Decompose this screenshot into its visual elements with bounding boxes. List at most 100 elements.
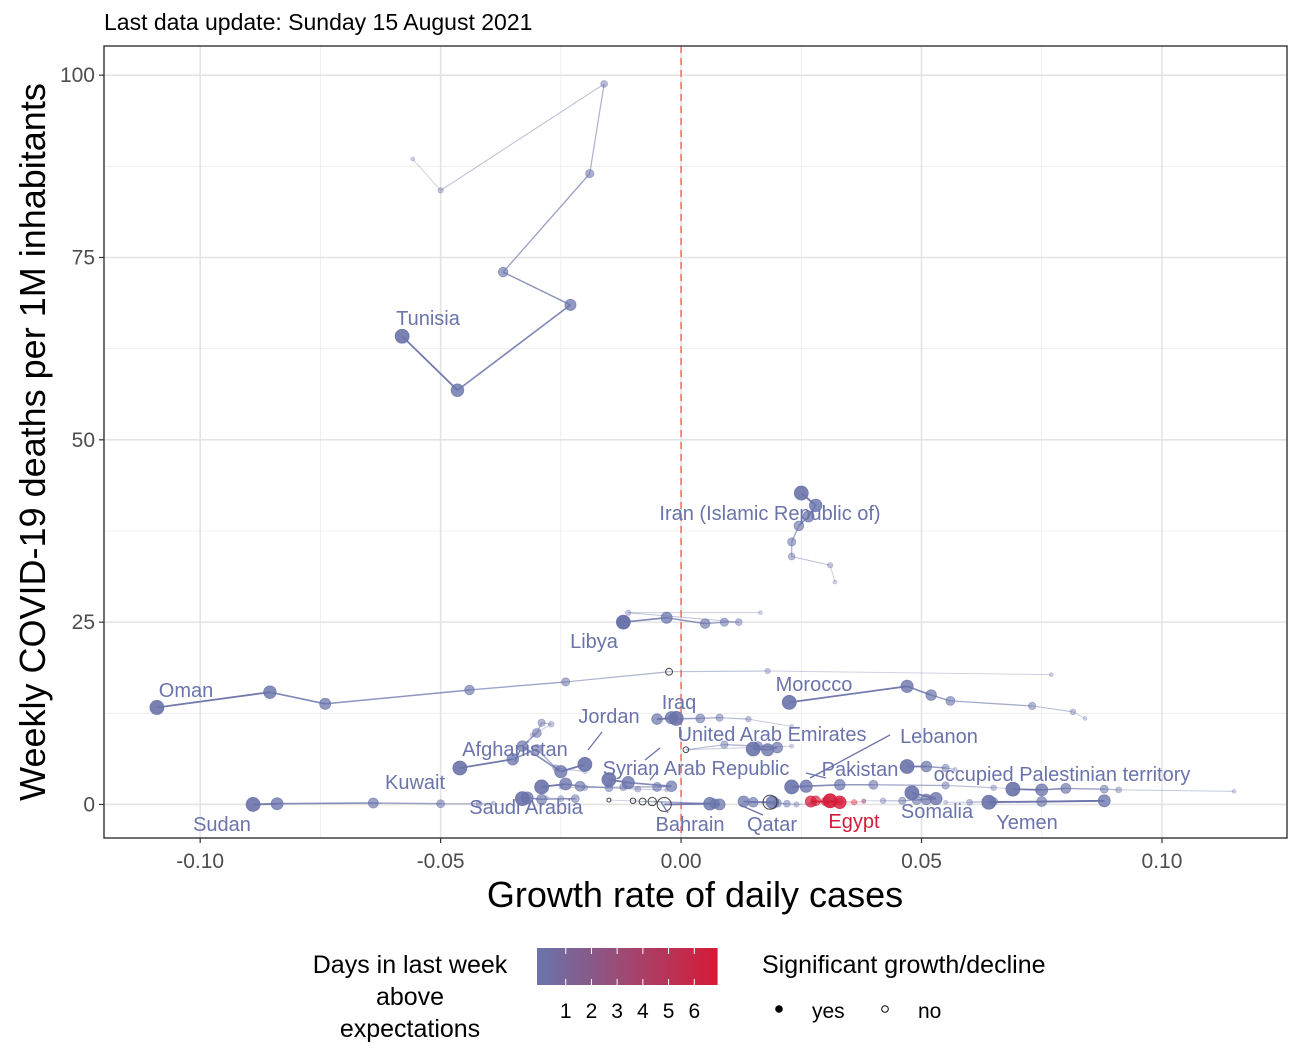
data-point (793, 485, 809, 501)
data-point (747, 797, 759, 808)
trajectory-segment (1118, 789, 1235, 792)
series-saudi-arabia (514, 791, 580, 807)
data-point (464, 684, 475, 696)
data-point (651, 713, 663, 725)
colorbar-segment (637, 948, 643, 985)
country-label: Qatar (747, 814, 797, 836)
series-pakistan (784, 779, 1040, 795)
data-point (793, 520, 805, 532)
data-point (695, 713, 706, 724)
trajectory-segment (664, 802, 710, 806)
trajectory-segment (854, 801, 864, 803)
data-point (832, 579, 838, 585)
data-point (787, 552, 796, 561)
data-point (827, 562, 834, 569)
trajectory-segment (401, 335, 459, 391)
legend-days-title-line-2: above (376, 983, 444, 1011)
data-point (557, 795, 565, 803)
trajectory-segment (277, 802, 374, 805)
trajectory-segment (412, 158, 441, 191)
data-point (475, 800, 483, 808)
axis-layer: -0.10 -0.05 0.00 0.05 0.10 0 25 50 75 100 (60, 64, 1182, 873)
trajectory-segment (459, 758, 513, 769)
data-point (1060, 783, 1072, 794)
data-point (1082, 715, 1088, 721)
x-tick-label: -0.10 (176, 850, 224, 873)
x-tick-label: 0.05 (901, 850, 942, 873)
data-point (600, 80, 608, 88)
country-label: Sudan (193, 814, 251, 836)
trajectory-segment (440, 83, 605, 191)
colorbar-segment (687, 948, 693, 985)
data-point (629, 797, 637, 805)
colorbar-segment (707, 948, 713, 985)
data-point (1097, 794, 1111, 808)
label-leader-line (809, 734, 891, 779)
country-label: Iran (Islamic Republic of) (659, 503, 880, 525)
colorbar-segment (552, 948, 558, 985)
trajectory-segment (950, 700, 1033, 707)
colorbar-segment (632, 948, 638, 985)
data-point (652, 782, 662, 792)
data-point (745, 741, 761, 757)
data-point (394, 328, 410, 344)
country-label: Saudi Arabia (469, 797, 583, 819)
data-point (638, 797, 647, 806)
data-point (761, 743, 775, 757)
colorbar-tick-label: 6 (688, 1000, 700, 1023)
trajectory-segment (269, 691, 326, 705)
data-point (920, 760, 933, 773)
colorbar-segment (557, 948, 563, 985)
data-point (929, 792, 943, 806)
colorbar-segment (697, 948, 703, 985)
data-point (719, 617, 729, 627)
data-point (537, 718, 546, 727)
trajectory-segment (945, 784, 994, 789)
data-point (564, 298, 577, 311)
colorbar-segment (567, 948, 573, 985)
data-point (966, 798, 974, 806)
y-tick-label: 50 (72, 429, 95, 452)
data-point (682, 746, 690, 754)
data-point (554, 765, 568, 779)
data-point (263, 685, 277, 699)
colorbar-segment (647, 948, 653, 985)
chart-subtitle: Last data update: Sunday 15 August 2021 (104, 9, 532, 35)
colorbar-segment (572, 948, 578, 985)
legend: Days in last week above expectations Sig… (313, 948, 1046, 1043)
trajectory-segment (608, 799, 633, 802)
data-point (270, 797, 284, 811)
colorbar-segment (712, 948, 718, 985)
colorbar-tick-label: 5 (663, 1000, 675, 1023)
country-label: Syrian Arab Republic (603, 758, 790, 780)
colorbar-segment (582, 948, 588, 985)
data-point (789, 743, 795, 749)
leader-layer (514, 731, 891, 816)
data-point (764, 667, 771, 675)
trajectory-segment (1072, 711, 1086, 719)
data-point (1028, 701, 1037, 711)
country-label: Pakistan (822, 759, 899, 781)
trajectory-segment (632, 800, 643, 803)
data-point (559, 777, 573, 791)
colorbar-segment (597, 948, 603, 985)
data-point (531, 744, 542, 754)
colorbar-tick-label: 1 (560, 1000, 572, 1023)
data-point (834, 779, 846, 791)
data-point (737, 795, 750, 808)
data-point (851, 799, 858, 806)
series-jordan (516, 718, 593, 779)
data-point (799, 779, 813, 793)
data-point (809, 498, 823, 513)
colorbar-segment (652, 948, 658, 985)
legend-days-title-line-1: Days in last week (313, 951, 508, 979)
series-iran-islamic-republic-of- (787, 485, 838, 585)
data-point (879, 797, 887, 805)
series-bahrain (606, 796, 726, 812)
significance-key-yes (775, 1005, 783, 1013)
data-point (577, 756, 593, 772)
data-point (952, 767, 958, 772)
data-point (1115, 786, 1123, 794)
data-point (660, 611, 673, 624)
